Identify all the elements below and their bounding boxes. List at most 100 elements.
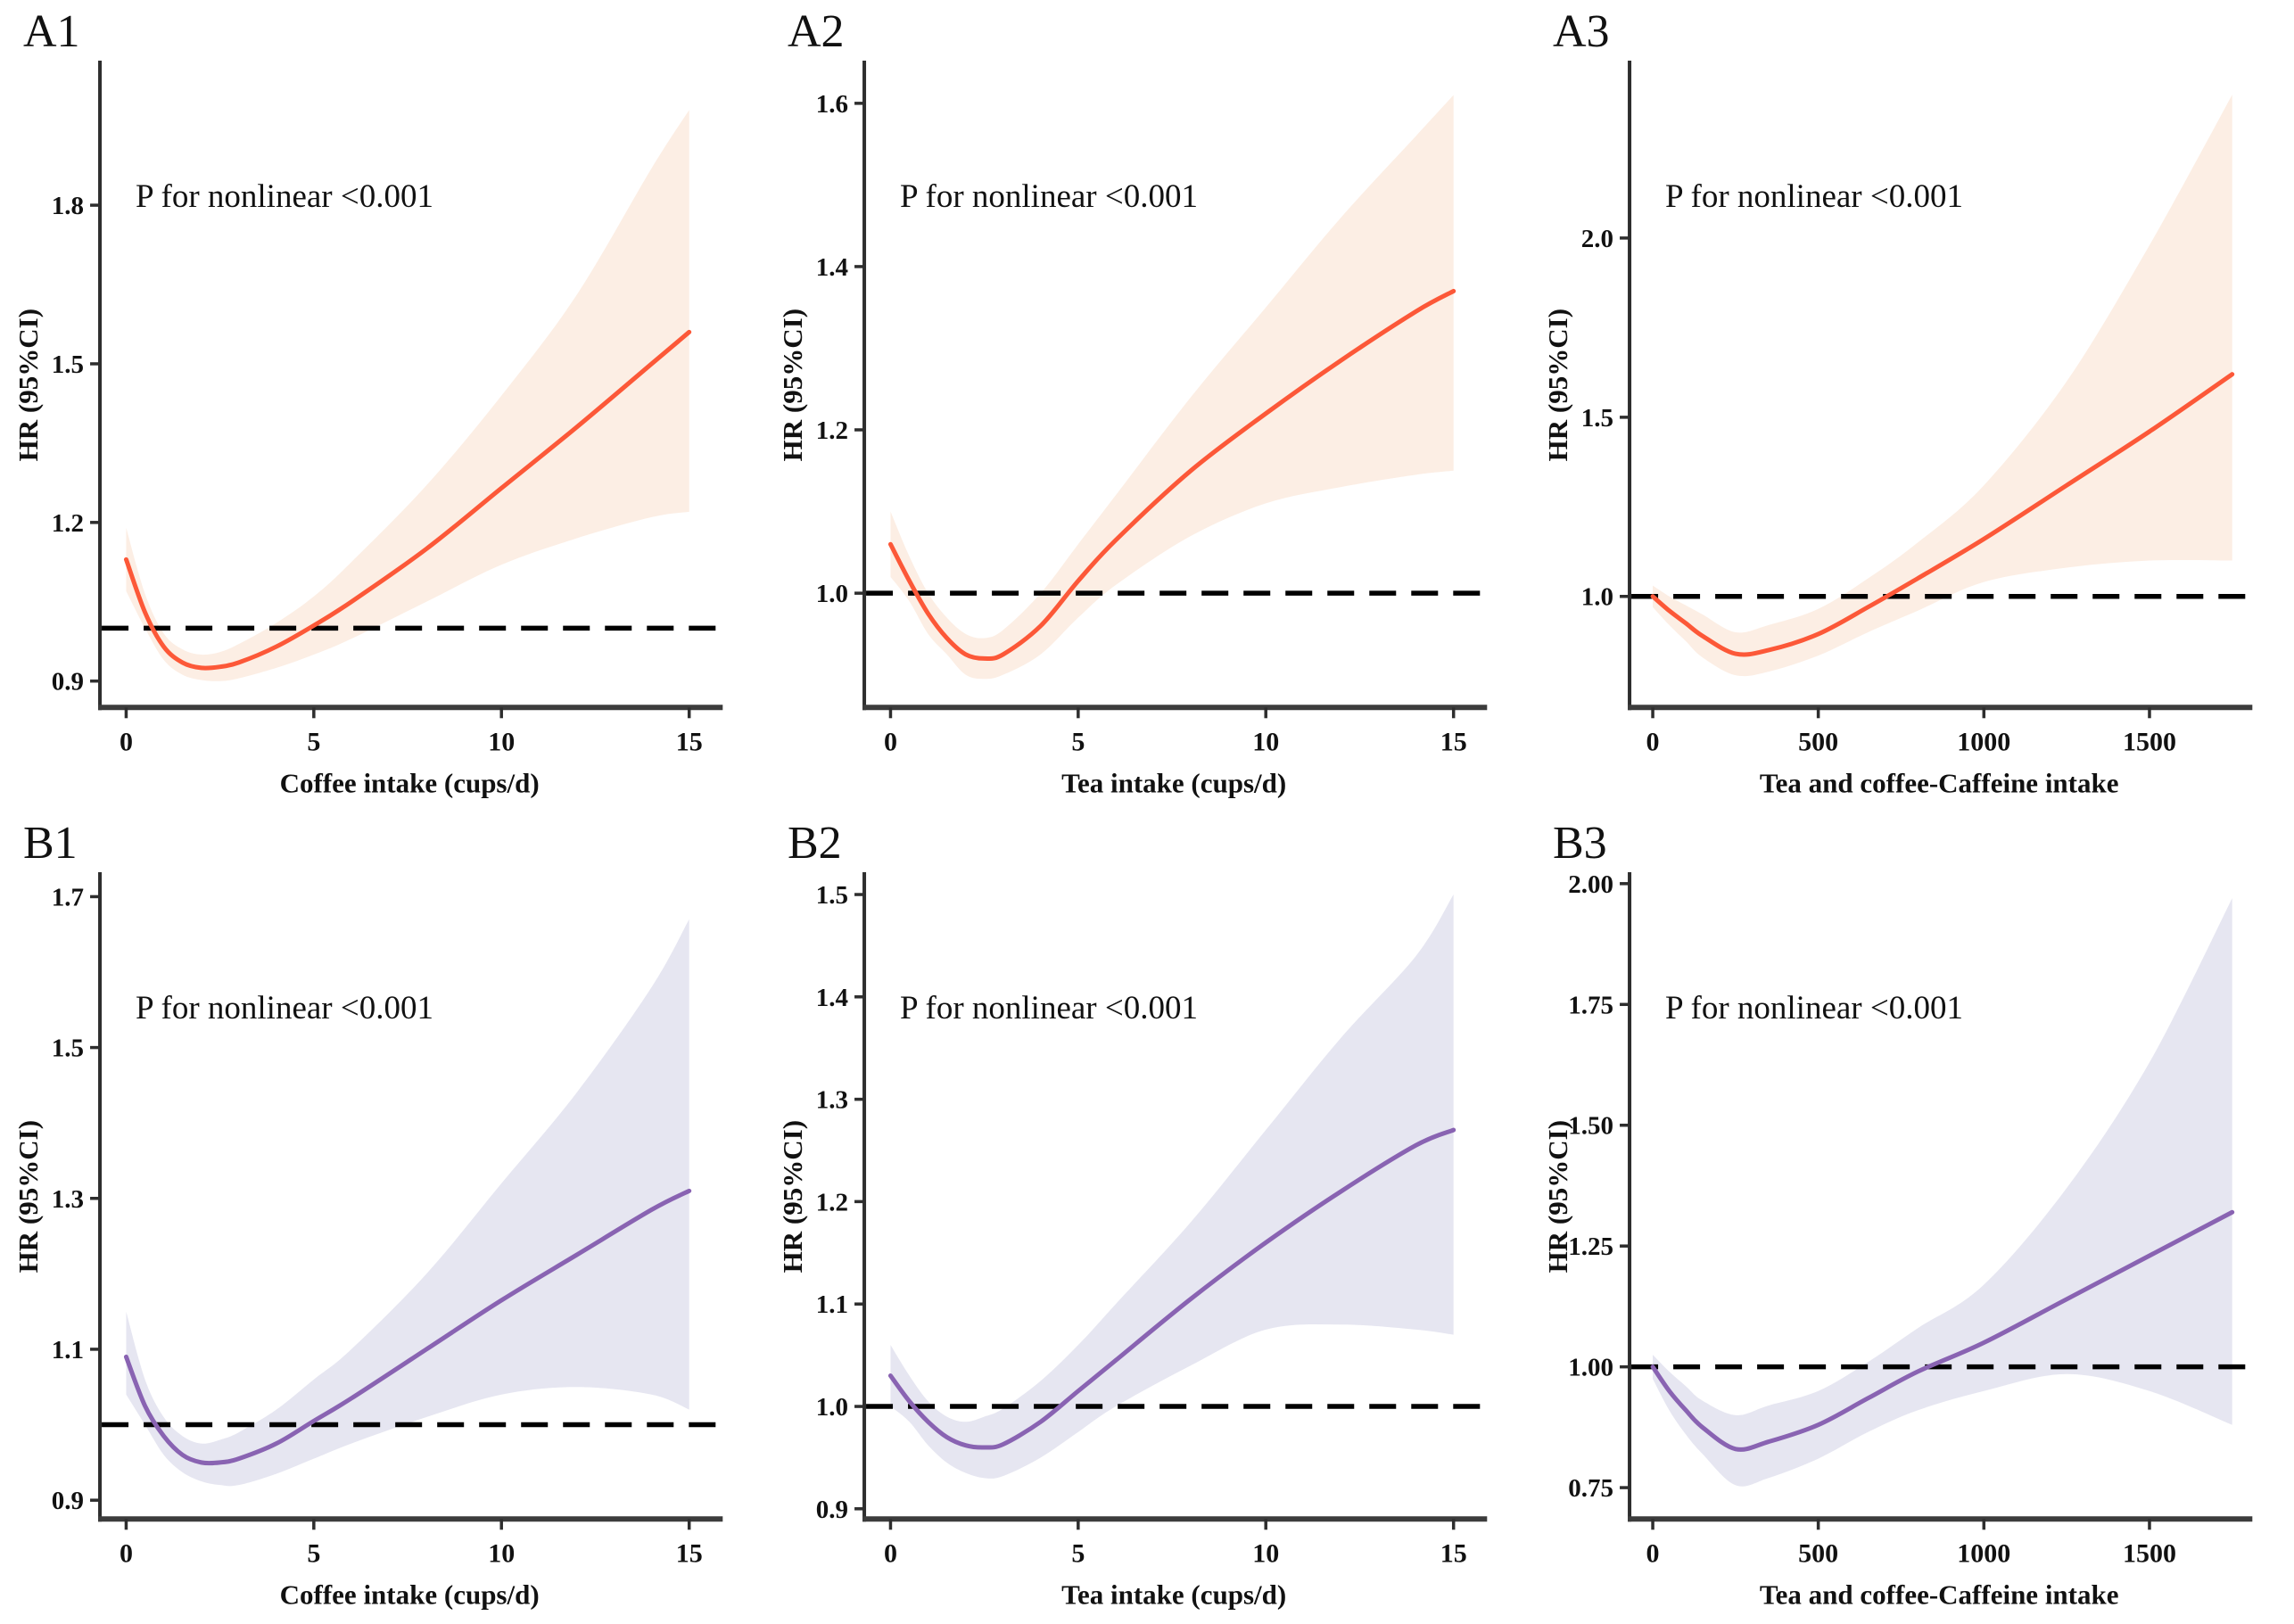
- x-tick-label: 5: [307, 727, 320, 756]
- x-axis: 0 500 1000 1500: [1627, 705, 2252, 756]
- y-axis: 0.9 1.2 1.5 1.8: [52, 61, 103, 711]
- chart-B1: 0.9 1.1 1.3 1.5 1.7 0 5 10 15 HR (95%CI) Coffee in…: [12, 818, 723, 1611]
- panel-label: B1: [23, 818, 78, 869]
- y-tick-label: 0.9: [816, 1496, 848, 1524]
- chart-A3: 1.0 1.5 2.0 0 500 1000 1500 HR (95%CI) Tea and c…: [1542, 6, 2252, 798]
- y-tick-label: 1.4: [816, 253, 848, 282]
- chart-B2: 0.9 1.0 1.1 1.2 1.3 1.4 1.5 0 5 10 15 HR (95%CI) Tea…: [777, 818, 1488, 1611]
- chart-A2: 1.0 1.2 1.4 1.6 0 5 10 15 HR (95%CI) Tea intake (…: [777, 6, 1488, 798]
- x-tick-label: 5: [307, 1539, 320, 1569]
- ci-band: [890, 894, 1455, 1480]
- ci-band: [1652, 898, 2232, 1488]
- y-tick-label: 2.00: [1568, 870, 1613, 899]
- y-tick-label: 1.0: [1580, 583, 1613, 612]
- y-tick-label: 1.5: [52, 1035, 84, 1063]
- y-tick-label: 0.75: [1568, 1474, 1613, 1503]
- x-axis: 0 5 10 15: [98, 705, 723, 756]
- hr-curve: [1650, 1210, 2234, 1453]
- x-tick-label: 1500: [2123, 1539, 2176, 1569]
- hr-curve: [123, 329, 692, 671]
- panel-A3: 1.0 1.5 2.0 0 500 1000 1500 HR (95%CI) Tea and c…: [1530, 0, 2294, 812]
- x-tick-label: 15: [1440, 727, 1467, 756]
- y-axis: 0.75 1.00 1.25 1.50 1.75 2.00: [1568, 870, 1631, 1522]
- y-tick-label: 1.25: [1568, 1233, 1613, 1262]
- y-axis-title: HR (95%CI): [1542, 309, 1573, 461]
- x-tick-label: 1500: [2123, 727, 2176, 756]
- hr-curve: [888, 1127, 1456, 1450]
- y-tick-label: 1.1: [52, 1336, 84, 1364]
- y-tick-label: 1.8: [52, 192, 84, 220]
- x-axis: 0 5 10 15: [98, 1516, 723, 1569]
- y-tick-label: 1.5: [1580, 404, 1613, 433]
- panel-label: A3: [1553, 6, 1610, 57]
- x-tick-label: 500: [1798, 1539, 1838, 1569]
- y-axis: 0.9 1.0 1.1 1.2 1.3 1.4 1.5: [816, 872, 867, 1524]
- x-tick-label: 5: [1072, 1539, 1085, 1569]
- x-tick-label: 10: [488, 727, 515, 756]
- chart-A1: 0.9 1.2 1.5 1.8 0 5 10 15 HR (95%CI) Coffee intak…: [12, 6, 723, 798]
- y-tick-label: 1.2: [816, 416, 848, 445]
- y-axis-title: HR (95%CI): [1542, 1120, 1573, 1273]
- nonlinearity-annotation: P for nonlinear <0.001: [900, 990, 1198, 1026]
- y-tick-label: 1.0: [816, 580, 848, 608]
- hr-curve: [123, 1189, 692, 1466]
- panel-label: B2: [788, 818, 842, 869]
- nonlinearity-annotation: P for nonlinear <0.001: [136, 990, 433, 1026]
- x-tick-label: 0: [1646, 727, 1659, 756]
- y-tick-label: 1.50: [1568, 1112, 1613, 1141]
- y-tick-label: 1.7: [52, 884, 84, 912]
- nonlinearity-annotation: P for nonlinear <0.001: [1665, 990, 1963, 1026]
- x-tick-label: 15: [676, 727, 703, 756]
- x-tick-label: 10: [1253, 727, 1280, 756]
- x-axis-title: Tea intake (cups/d): [1061, 1579, 1286, 1611]
- y-axis: 0.9 1.1 1.3 1.5 1.7: [52, 872, 103, 1522]
- hr-curve: [1650, 372, 2234, 657]
- nonlinearity-annotation: P for nonlinear <0.001: [136, 178, 433, 215]
- x-tick-label: 0: [884, 727, 897, 756]
- y-axis-title: HR (95%CI): [777, 1120, 808, 1273]
- x-axis: 0 5 10 15: [862, 705, 1488, 756]
- panel-B1: 0.9 1.1 1.3 1.5 1.7 0 5 10 15 HR (95%CI) Coffee in…: [0, 812, 764, 1623]
- x-tick-label: 15: [1440, 1539, 1467, 1569]
- y-tick-label: 1.0: [816, 1393, 848, 1422]
- y-tick-label: 1.3: [52, 1185, 84, 1214]
- x-tick-label: 15: [676, 1539, 703, 1569]
- x-axis: 0 5 10 15: [862, 1516, 1488, 1569]
- y-axis: 1.0 1.2 1.4 1.6: [816, 61, 867, 711]
- y-axis-title: HR (95%CI): [777, 309, 808, 461]
- y-axis-title: HR (95%CI): [12, 309, 44, 461]
- panel-A1: 0.9 1.2 1.5 1.8 0 5 10 15 HR (95%CI) Coffee intak…: [0, 0, 764, 812]
- x-tick-label: 0: [120, 727, 133, 756]
- panel-B3: 0.75 1.00 1.25 1.50 1.75 2.00 0 500 1000 1500 HR (…: [1530, 812, 2294, 1623]
- x-axis: 0 500 1000 1500: [1627, 1516, 2252, 1569]
- panel-label: B3: [1553, 818, 1607, 869]
- hr-curve: [888, 288, 1456, 662]
- ci-band: [126, 919, 689, 1487]
- nonlinearity-annotation: P for nonlinear <0.001: [900, 178, 1198, 215]
- x-axis-title: Tea and coffee-Caffeine intake: [1760, 1579, 2119, 1611]
- ci-band: [126, 110, 689, 681]
- x-tick-label: 5: [1072, 727, 1085, 756]
- chart-B3: 0.75 1.00 1.25 1.50 1.75 2.00 0 500 1000 1500 HR (…: [1542, 818, 2252, 1611]
- x-tick-label: 500: [1798, 727, 1838, 756]
- x-tick-label: 0: [1646, 1539, 1659, 1569]
- y-tick-label: 0.9: [52, 668, 84, 697]
- y-tick-label: 1.2: [52, 509, 84, 538]
- x-axis-title: Coffee intake (cups/d): [280, 767, 540, 798]
- x-tick-label: 0: [120, 1539, 133, 1569]
- panel-B2: 0.9 1.0 1.1 1.2 1.3 1.4 1.5 0 5 10 15 HR (95%CI) Tea…: [764, 812, 1529, 1623]
- x-axis-title: Tea and coffee-Caffeine intake: [1760, 767, 2119, 798]
- y-axis: 1.0 1.5 2.0: [1580, 61, 1631, 711]
- ci-band: [890, 95, 1455, 680]
- panel-A2: 1.0 1.2 1.4 1.6 0 5 10 15 HR (95%CI) Tea intake (…: [764, 0, 1529, 812]
- y-tick-label: 1.5: [816, 881, 848, 910]
- x-axis-title: Tea intake (cups/d): [1061, 767, 1286, 798]
- x-tick-label: 10: [488, 1539, 515, 1569]
- x-tick-label: 10: [1253, 1539, 1280, 1569]
- y-tick-label: 1.2: [816, 1189, 848, 1217]
- y-tick-label: 1.6: [816, 90, 848, 119]
- ci-band: [1652, 95, 2232, 677]
- panel-label: A1: [23, 6, 80, 57]
- y-tick-label: 1.75: [1568, 992, 1613, 1020]
